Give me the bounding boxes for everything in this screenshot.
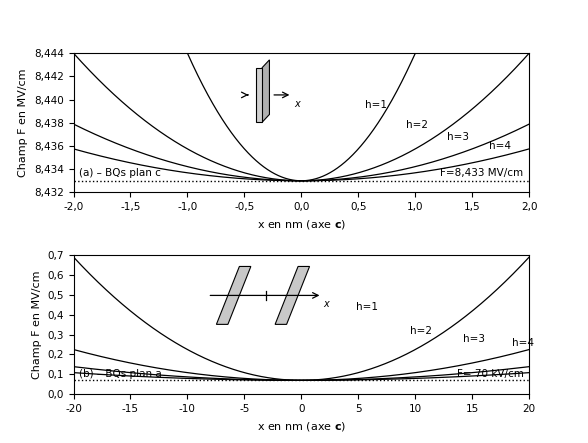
Text: h=3: h=3 <box>447 132 469 142</box>
Text: F=8,433 MV/cm: F=8,433 MV/cm <box>440 168 523 178</box>
Y-axis label: Champ F en MV/cm: Champ F en MV/cm <box>18 69 28 177</box>
Text: F= 70 kV/cm: F= 70 kV/cm <box>457 369 523 379</box>
Text: h=2: h=2 <box>406 120 428 130</box>
Text: h=4: h=4 <box>489 141 512 151</box>
X-axis label: x en nm (axe $\mathbf{c}$): x en nm (axe $\mathbf{c}$) <box>257 420 346 432</box>
Text: h=1: h=1 <box>365 101 387 110</box>
X-axis label: x en nm (axe $\mathbf{c}$): x en nm (axe $\mathbf{c}$) <box>257 218 346 231</box>
Text: h=4: h=4 <box>512 338 534 348</box>
Text: (a) – BQs plan c: (a) – BQs plan c <box>79 168 161 178</box>
Text: h=3: h=3 <box>463 334 485 344</box>
Y-axis label: Champ F en MV/cm: Champ F en MV/cm <box>32 270 42 379</box>
Text: h=1: h=1 <box>356 302 378 312</box>
Text: h=2: h=2 <box>410 326 432 336</box>
Text: (b) – BQs plan a: (b) – BQs plan a <box>79 369 162 379</box>
